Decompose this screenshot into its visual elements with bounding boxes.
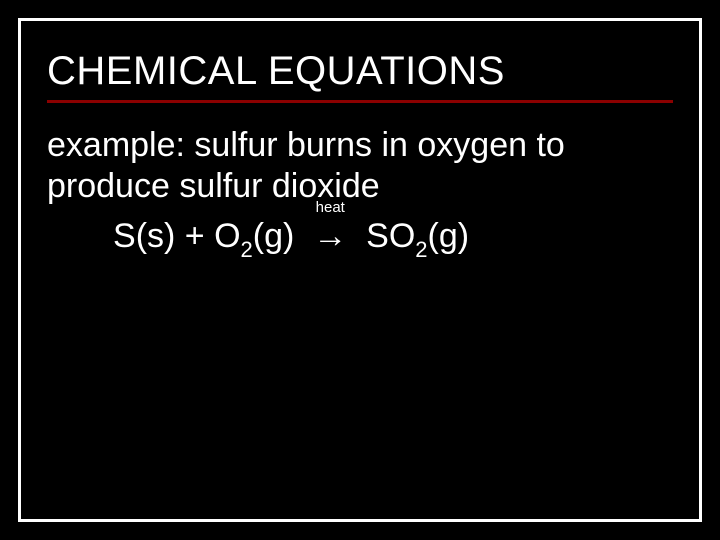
reactant-1-species: S [113,217,136,255]
reactant-2-species: O [214,217,240,255]
slide: CHEMICAL EQUATIONS example: sulfur burns… [0,0,720,540]
slide-title: CHEMICAL EQUATIONS [47,49,673,103]
reactant-1-state: (s) [136,217,176,255]
reaction-arrow-icon: → [313,217,347,255]
reactant-2-subscript: 2 [241,237,253,262]
arrow-annotation: heat [313,198,347,218]
example-description: example: sulfur burns in oxygen to produ… [47,125,673,208]
reactant-2-state: (g) [253,217,295,255]
product-1-species: SO [366,217,415,255]
product-1-subscript: 2 [415,237,427,262]
reaction-arrow-group: heat→ [313,214,347,260]
chemical-equation: S(s) + O2(g) heat→ SO2(g) [47,214,673,262]
slide-inner-frame: CHEMICAL EQUATIONS example: sulfur burns… [18,18,702,522]
product-1-state: (g) [428,217,470,255]
plus-sign: + [175,217,214,255]
